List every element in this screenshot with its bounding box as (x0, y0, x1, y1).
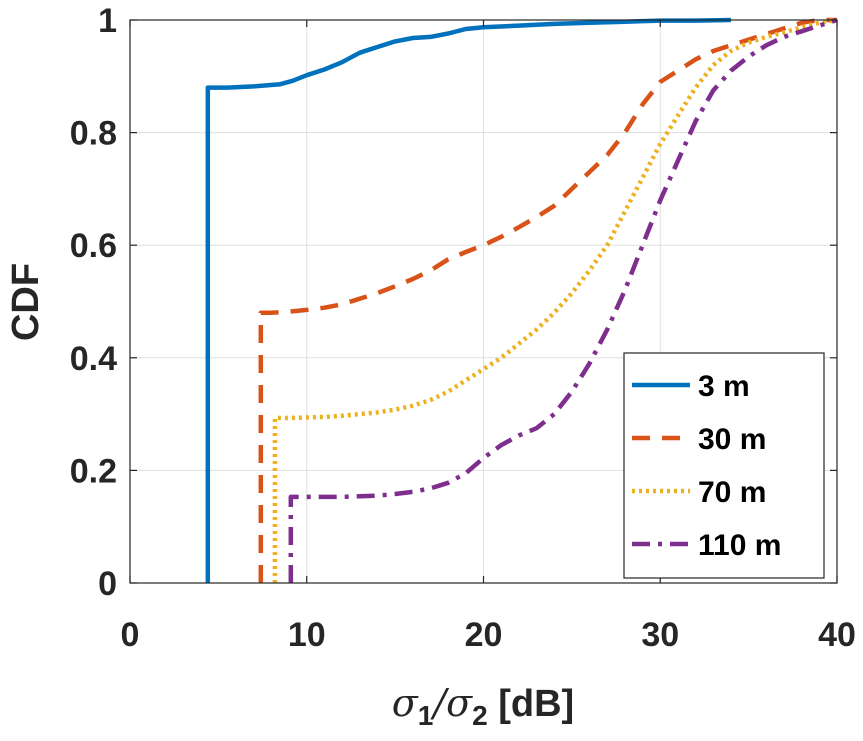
legend-label: 3 m (698, 370, 750, 403)
x-tick-label: 10 (288, 616, 326, 654)
legend-label: 70 m (698, 476, 766, 509)
series-line-3-m (205, 17, 731, 583)
x-axis-label: σ1/σ2 [dB] (392, 681, 574, 731)
x-label-unit: [dB] (488, 683, 575, 725)
series-line-110-m (288, 17, 838, 583)
y-tick-label: 0.6 (70, 227, 117, 265)
x-label-sigma-1: σ (392, 681, 419, 725)
x-tick-label: 30 (641, 616, 679, 654)
legend-label: 110 m (698, 529, 781, 562)
x-tick-label: 0 (121, 616, 140, 654)
x-label-slash: / (429, 681, 449, 725)
x-label-sigma-2: σ (446, 681, 473, 725)
legend-box (623, 352, 825, 579)
series-lines (205, 17, 838, 583)
y-tick-label: 0.4 (70, 340, 117, 378)
y-axis-label: CDF (5, 263, 47, 341)
legend: 3 m 30 m 70 m 110 m (623, 352, 825, 579)
legend-label: 30 m (698, 423, 766, 456)
x-label-sub-1: 1 (418, 700, 434, 731)
grid-lines (130, 20, 837, 583)
axis-ticks: 0 10 20 30 40 0 0.2 0.4 0.6 0.8 1 (70, 2, 856, 654)
x-tick-label: 40 (818, 616, 856, 654)
y-tick-label: 0.2 (70, 452, 117, 490)
y-tick-label: 0 (98, 565, 117, 603)
x-tick-label: 20 (465, 616, 503, 654)
y-tick-label: 0.8 (70, 115, 117, 153)
y-tick-label: 1 (98, 2, 117, 40)
x-label-sub-2: 2 (472, 700, 488, 731)
series-line-70-m (272, 17, 838, 583)
series-line-30-m (258, 17, 837, 583)
